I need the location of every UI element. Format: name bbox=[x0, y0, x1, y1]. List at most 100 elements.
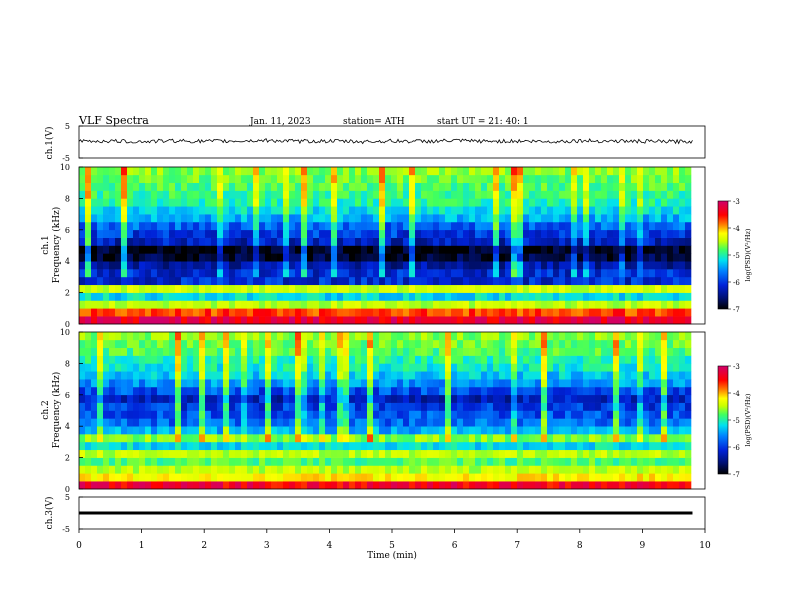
ch2-spectrogram-cell bbox=[133, 410, 140, 419]
ch2-spectrogram-cell bbox=[145, 441, 152, 451]
ch2-spectrogram-cell bbox=[541, 410, 548, 419]
ch2-spectrogram-cell bbox=[607, 402, 614, 411]
ch2-spectrogram-cell bbox=[97, 363, 104, 372]
ch1-spectrogram-cell bbox=[289, 284, 296, 293]
ch2-spectrogram-cell bbox=[133, 355, 140, 364]
ch1-spectrogram-cell bbox=[559, 245, 566, 254]
ch1-spectrogram-cell bbox=[643, 316, 650, 325]
ch1-spectrogram-cell bbox=[427, 284, 434, 293]
ch2-spectrogram-cell bbox=[325, 371, 332, 380]
ch1-spectrogram-cell bbox=[523, 292, 530, 301]
ch1-spectrogram-cell bbox=[487, 276, 494, 286]
ch1-spectrogram-cell bbox=[313, 190, 320, 199]
ch1-spectrogram-cell bbox=[643, 245, 650, 254]
ch1-spectrogram-cell bbox=[193, 292, 200, 301]
ch2-spectrogram-cell bbox=[667, 441, 674, 451]
ch1-spectrogram-cell bbox=[385, 300, 392, 309]
ch1-spectrogram-cell bbox=[367, 221, 374, 231]
ch1-spectrogram-cell bbox=[247, 245, 254, 254]
ch2-spectrogram-cell bbox=[451, 410, 458, 419]
ch2-spectrogram-cell bbox=[481, 457, 488, 466]
ch2-spectrogram-cell bbox=[187, 473, 194, 482]
ch1-spectrogram-cell bbox=[253, 308, 260, 317]
ch2-spectrogram-cell bbox=[169, 449, 176, 458]
ch1-spectrogram-cell bbox=[511, 269, 518, 278]
ch2-spectrogram-cell bbox=[205, 418, 212, 427]
ch1-spectrogram-cell bbox=[253, 190, 260, 199]
ch2-spectrogram-cell bbox=[685, 363, 692, 372]
ch2-spectrogram-cell bbox=[607, 465, 614, 474]
ch1-spectrogram-cell bbox=[367, 190, 374, 199]
ch1-spectrogram-cell bbox=[367, 300, 374, 309]
ch1-spectrogram-cell bbox=[181, 300, 188, 309]
ch1-spectrogram-cell bbox=[373, 206, 380, 215]
ch1-spectrogram-cell bbox=[499, 206, 506, 215]
ch2-spectrogram-cell bbox=[619, 426, 626, 435]
ch2-spectrogram-cell bbox=[133, 457, 140, 466]
ch1-spectrogram-cell bbox=[211, 237, 218, 246]
ch1-spectrogram-cell bbox=[433, 182, 440, 191]
ch1-spectrogram-cell bbox=[661, 206, 668, 215]
ch2-spectrogram-cell bbox=[343, 465, 350, 474]
ch1-spectrogram-cell bbox=[277, 316, 284, 325]
ch1-spectrogram-cell bbox=[451, 198, 458, 207]
ch1-spectrogram-cell bbox=[313, 206, 320, 215]
ch1-spectrogram-cell bbox=[403, 253, 410, 262]
ch1-spectrogram-cell bbox=[391, 269, 398, 278]
ch1-spectrogram-cell bbox=[409, 308, 416, 317]
ch1-spectrogram-cell bbox=[337, 253, 344, 262]
ch1-spectrogram-cell bbox=[271, 316, 278, 325]
ch2-spectrogram-cell bbox=[295, 481, 302, 490]
ch1-spectrogram-cell bbox=[517, 308, 524, 317]
ch2-spectrogram-cell bbox=[133, 332, 140, 341]
ch1-spectrogram-cell bbox=[463, 221, 470, 231]
ch1-spectrogram-cell bbox=[361, 198, 368, 207]
ch2-spectrogram-cell bbox=[127, 347, 134, 356]
ch2-spectrogram-cell bbox=[367, 339, 374, 348]
ch2-spectrogram-cell bbox=[229, 434, 236, 443]
ch2-spectrogram-cell bbox=[199, 473, 206, 482]
ch2-spectrogram-cell bbox=[385, 426, 392, 435]
ch2-spectrogram-cell bbox=[547, 347, 554, 356]
ch1-spectrogram-cell bbox=[223, 300, 230, 309]
ch2-spectrogram-cell bbox=[415, 355, 422, 364]
ch2-spectrogram-cell bbox=[283, 402, 290, 411]
ch2-spectrogram-cell bbox=[121, 418, 128, 427]
ch1-spectrogram-cell bbox=[265, 245, 272, 254]
ch1-spectrogram-cell bbox=[583, 316, 590, 325]
ch1-spectrogram-cell bbox=[169, 214, 176, 223]
ch1-spectrogram-cell bbox=[481, 300, 488, 309]
ch1-spectrogram-cell bbox=[223, 174, 230, 183]
ch2-spectrogram-cell bbox=[289, 339, 296, 348]
ch1-spectrogram-cell bbox=[469, 206, 476, 215]
ch2-spectrogram-cell bbox=[307, 379, 314, 388]
ch2-spectrogram-cell bbox=[637, 363, 644, 372]
ch1-spectrogram-cell bbox=[187, 261, 194, 270]
ch1-spectrogram-cell bbox=[265, 253, 272, 262]
ch1-spectrogram-cell bbox=[115, 229, 122, 238]
ch2-spectrogram-cell bbox=[211, 347, 218, 356]
ch2-spectrogram-cell bbox=[277, 363, 284, 372]
x-tick-label: 5 bbox=[389, 541, 395, 551]
ch1-spectrogram-cell bbox=[199, 300, 206, 309]
ch1-spectrogram-cell bbox=[235, 284, 242, 293]
ch1-spectrogram-cell bbox=[487, 253, 494, 262]
ch2-spectrogram-cell bbox=[235, 339, 242, 348]
ch2-spectrogram-cell bbox=[109, 332, 116, 341]
ch2-spectrogram-cell bbox=[625, 441, 632, 451]
ch1-spectrogram-cell bbox=[163, 198, 170, 207]
ch1-spectrogram-cell bbox=[181, 237, 188, 246]
ch1-spectrogram-cell bbox=[475, 316, 482, 325]
ch1-spectrogram-cell bbox=[547, 261, 554, 270]
ch2-spectrogram-cell bbox=[319, 371, 326, 380]
ch2-spectrogram-cell bbox=[379, 418, 386, 427]
ch1-spectrogram-cell bbox=[397, 206, 404, 215]
ch2-spectrogram-cell bbox=[637, 410, 644, 419]
ch2-spectrogram-cell bbox=[283, 473, 290, 482]
ch1-spectrogram-cell bbox=[619, 198, 626, 207]
ch1-spectrogram-cell bbox=[187, 221, 194, 231]
ch3-waveform-ytick-label: 5 bbox=[65, 493, 70, 502]
ch2-spectrogram-cell bbox=[139, 402, 146, 411]
ch2-spectrogram-cell bbox=[439, 465, 446, 474]
ch2-spectrogram-cell bbox=[301, 402, 308, 411]
